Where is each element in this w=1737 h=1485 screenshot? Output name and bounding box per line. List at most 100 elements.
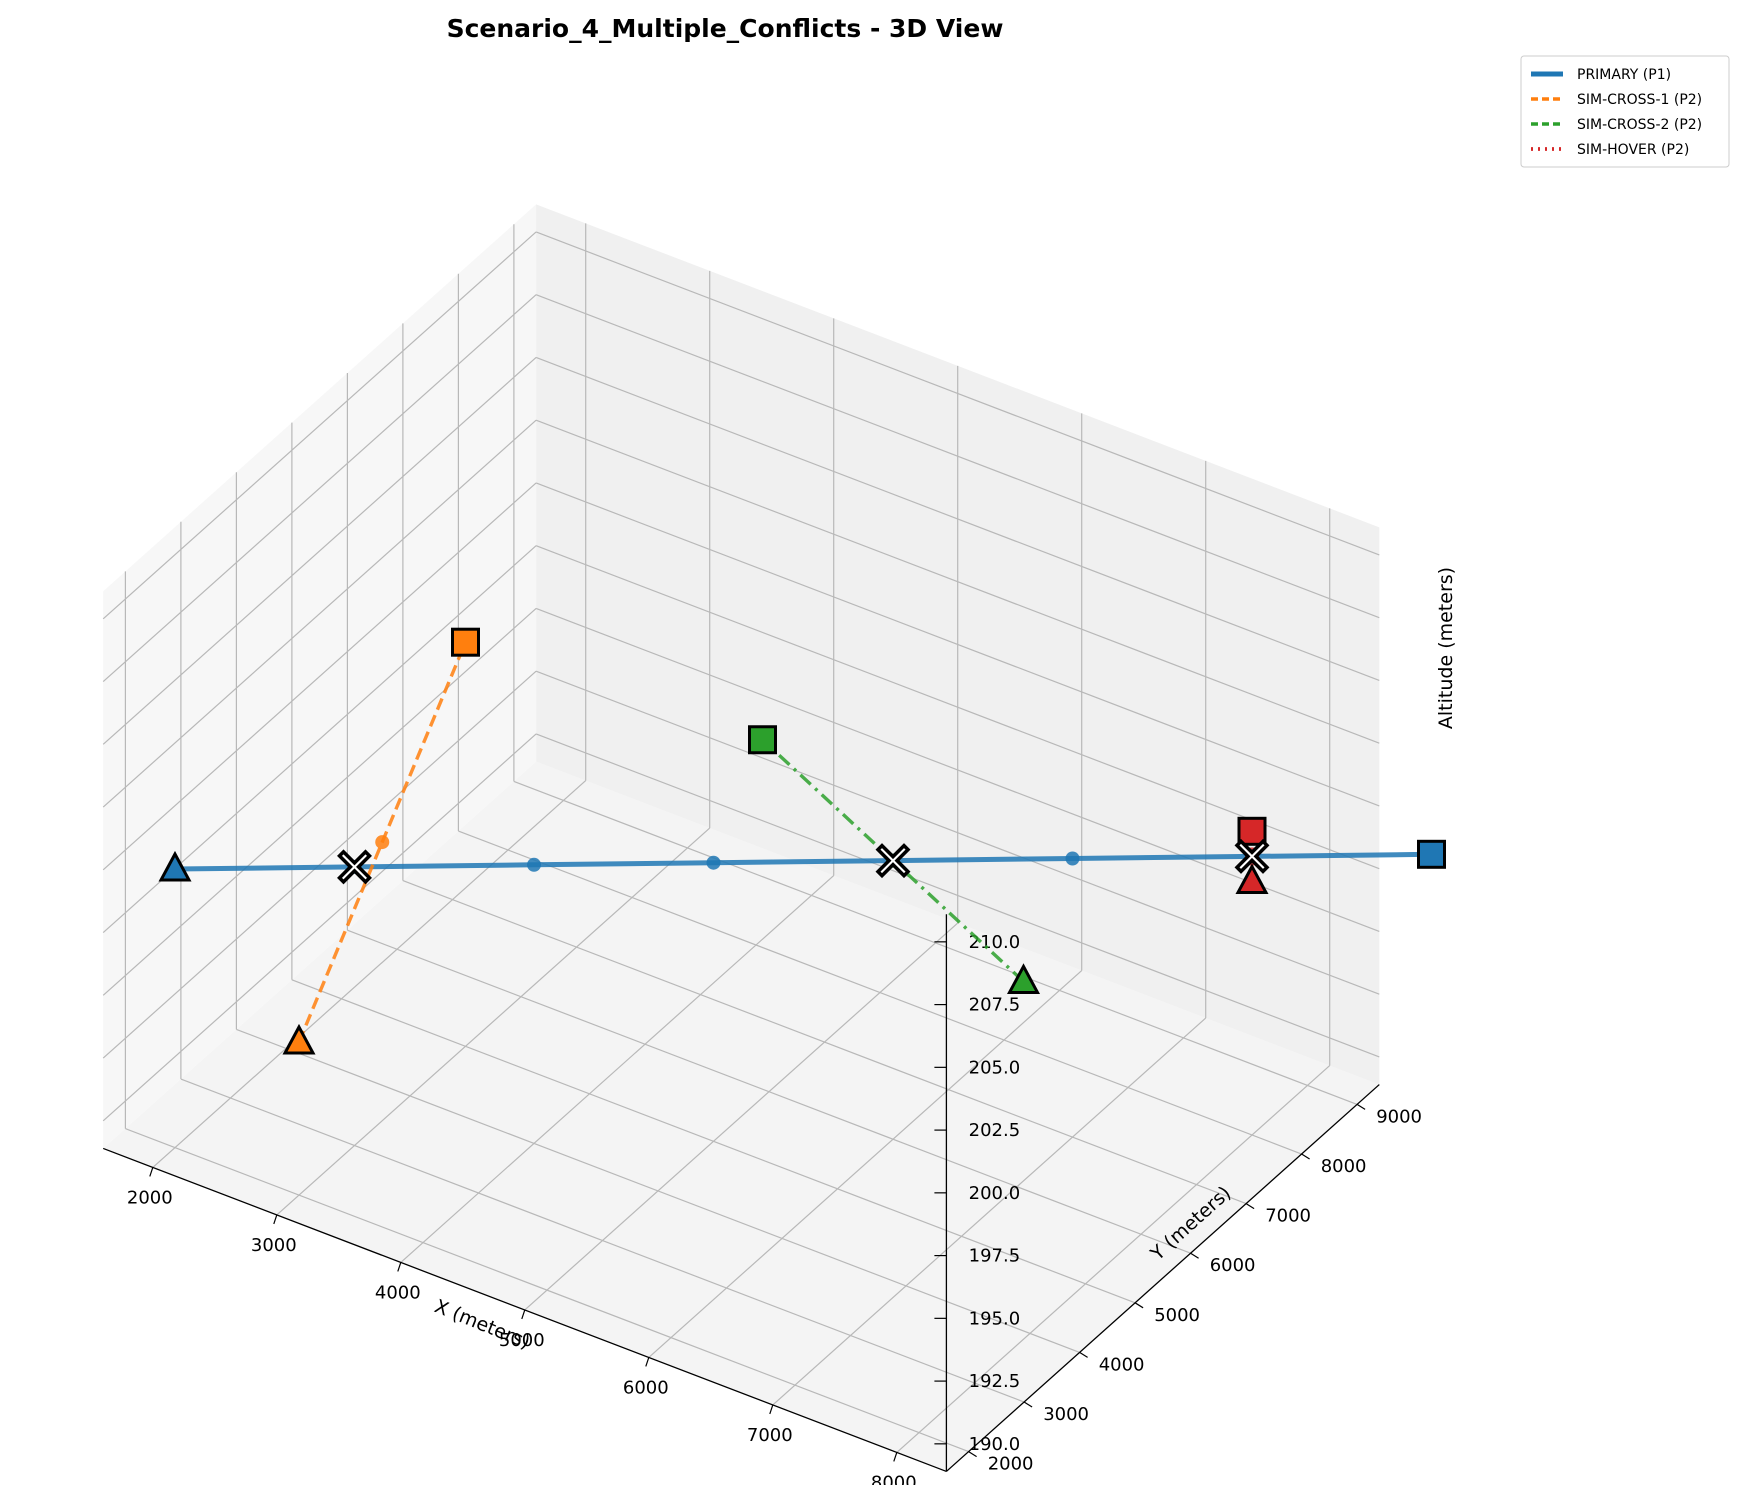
grid-z-back — [535, 294, 1380, 619]
grid-z-back — [535, 231, 1380, 556]
grid-y-floor — [347, 929, 1191, 1254]
z-tick-label: 205.0 — [969, 1057, 1021, 1078]
grid-z-back — [535, 733, 1380, 1058]
x-tick-label: 5000 — [499, 1330, 545, 1351]
grid-z-wall — [102, 294, 537, 683]
start-marker-4 — [1235, 863, 1269, 894]
grid-y-floor — [180, 1078, 1025, 1403]
z-tick-label: 210.0 — [969, 932, 1021, 953]
conflict-marker-3 — [1234, 838, 1270, 874]
x-tick-label: 3000 — [251, 1235, 297, 1256]
grid-y-floor — [513, 780, 1358, 1105]
x-tick-tick — [397, 1262, 402, 1272]
grid-x-floor — [524, 922, 959, 1311]
grid-x-floor — [896, 1065, 1331, 1453]
waypoint-1-6 — [1065, 851, 1080, 866]
grid-y-floor — [458, 830, 1302, 1155]
legend-label-4: SIM-HOVER (P2) — [1577, 142, 1689, 158]
y-tick-label: 5000 — [1154, 1305, 1200, 1326]
grid-z-wall — [102, 357, 537, 745]
x-tick-tick — [273, 1214, 278, 1225]
y-tick-tick — [1190, 1252, 1199, 1259]
waypoint-1-3 — [527, 857, 541, 872]
legend-label-2: SIM-CROSS-1 (P2) — [1577, 92, 1702, 108]
conflict-marker-1 — [337, 849, 372, 885]
y-tick-tick — [1079, 1351, 1088, 1358]
grid-z-back — [535, 356, 1380, 682]
y-tick-label: 8000 — [1321, 1156, 1367, 1177]
grid-z-wall — [102, 231, 537, 620]
waypoint-1-4 — [706, 855, 721, 870]
z-tick-label: 200.0 — [969, 1183, 1021, 1204]
end-marker-1 — [1417, 839, 1446, 869]
series-line-1 — [174, 851, 1432, 872]
grid-lines — [102, 223, 1380, 1453]
x-tick-tick — [645, 1357, 650, 1367]
x-tick-label: 7000 — [747, 1425, 793, 1446]
z-axis-label: Altitude (meters) — [1435, 567, 1457, 729]
y-tick-tick — [1245, 1203, 1255, 1210]
tick-labels: 2000 3000 4000 5000 6000 7000 8000 2000 3000 4000… — [127, 932, 1422, 1485]
conflict-marker-2 — [875, 843, 911, 879]
y-tick-label: 7000 — [1265, 1206, 1311, 1227]
waypoint-2-2 — [375, 835, 390, 850]
grid-z-wall — [102, 608, 537, 996]
x-tick-tick — [521, 1309, 526, 1320]
axis-panes — [103, 204, 1380, 1472]
x-tick-tick — [149, 1167, 154, 1177]
x-tick-label: 6000 — [623, 1377, 669, 1398]
chart-title: Scenario_4_Multiple_Conflicts - 3D View — [447, 14, 1004, 43]
legend-label-3: SIM-CROSS-2 (P2) — [1577, 117, 1702, 133]
grid-x-floor — [276, 827, 711, 1216]
y-tick-label: 9000 — [1376, 1106, 1422, 1127]
end-marker-4 — [1237, 816, 1267, 846]
y-tick-tick — [1134, 1302, 1144, 1309]
z-tick-label: 192.5 — [969, 1371, 1021, 1392]
z-tick-label: 190.0 — [969, 1434, 1021, 1455]
y-tick-label: 4000 — [1099, 1354, 1145, 1375]
grid-y-floor — [291, 979, 1136, 1304]
grid-z-back — [535, 670, 1380, 995]
legend: PRIMARY (P1) SIM-CROSS-1 (P2) SIM-CROSS-2 … — [1520, 55, 1730, 168]
z-tick-label: 202.5 — [969, 1120, 1021, 1141]
z-tick-label: 207.5 — [969, 995, 1021, 1016]
z-tick-label: 195.0 — [969, 1308, 1021, 1329]
z-tick-label: 197.5 — [969, 1246, 1021, 1267]
x-tick-label: 4000 — [375, 1282, 421, 1303]
end-marker-2 — [451, 627, 480, 657]
y-tick-tick — [968, 1451, 977, 1458]
y-tick-tick — [1301, 1153, 1310, 1160]
x-tick-label: 8000 — [871, 1472, 917, 1485]
y-tick-tick — [1356, 1103, 1366, 1110]
x-tick-label: 2000 — [127, 1187, 173, 1208]
grid-x-floor — [152, 780, 587, 1168]
marker-group — [158, 627, 1446, 1055]
start-marker-2 — [282, 1023, 316, 1055]
y-tick-label: 6000 — [1210, 1255, 1256, 1276]
start-marker-3 — [1006, 963, 1041, 994]
grid-y-floor — [402, 880, 1247, 1205]
grid-z-wall — [102, 670, 537, 1059]
x-tick-tick — [769, 1404, 774, 1415]
y-axis-line — [945, 1084, 1380, 1472]
y-tick-label: 2000 — [988, 1454, 1034, 1475]
grid-z-wall — [102, 482, 537, 871]
grid-z-wall — [102, 733, 537, 1122]
legend-frame — [1520, 55, 1730, 168]
x-tick-tick — [893, 1452, 898, 1462]
grid-z-back — [535, 419, 1380, 744]
grid-y-floor — [125, 1128, 969, 1453]
grid-z-back — [535, 545, 1380, 870]
grid-z-back — [535, 482, 1380, 807]
grid-x-floor — [648, 970, 1083, 1358]
end-marker-3 — [748, 725, 777, 755]
legend-label-1: PRIMARY (P1) — [1577, 67, 1671, 83]
grid-z-back — [535, 607, 1380, 933]
start-marker-1 — [158, 850, 192, 882]
grid-x-floor — [772, 1017, 1207, 1406]
y-tick-tick — [1023, 1401, 1033, 1408]
grid-y-floor — [236, 1028, 1080, 1353]
y-tick-label: 3000 — [1043, 1404, 1089, 1425]
grid-z-wall — [102, 419, 537, 808]
